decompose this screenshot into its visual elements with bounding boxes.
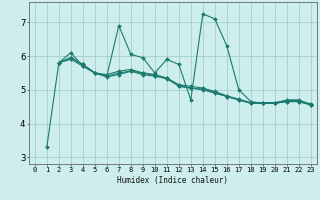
X-axis label: Humidex (Indice chaleur): Humidex (Indice chaleur)	[117, 176, 228, 185]
